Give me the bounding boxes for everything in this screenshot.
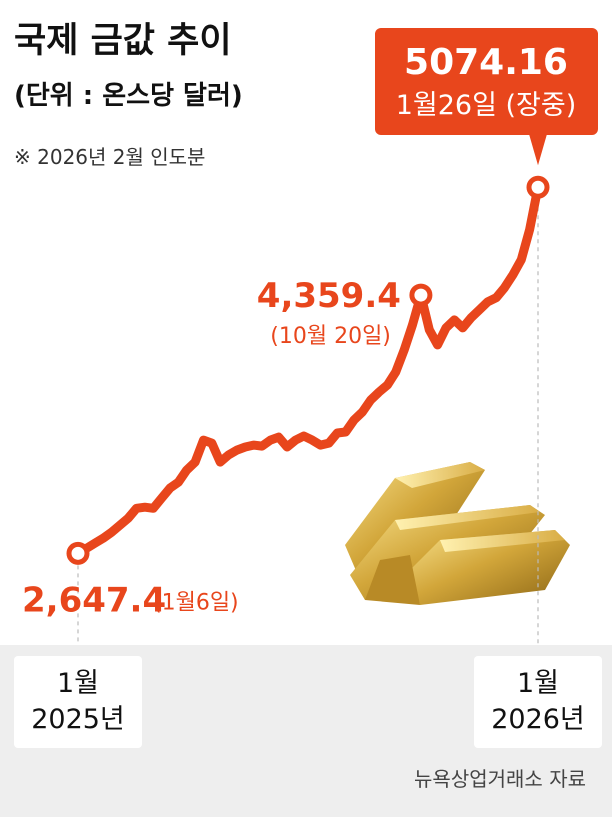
- value-label: 4,359.4: [257, 276, 401, 316]
- chart-title: 국제 금값 추이: [14, 21, 232, 61]
- point-marker: [66, 541, 90, 565]
- gold-bars: [345, 462, 570, 605]
- chart-note: ※ 2026년 2월 인도분: [14, 145, 205, 169]
- value-label: 5074.16: [404, 42, 568, 83]
- callout-pointer: [529, 134, 547, 166]
- value-label: 2,647.4: [22, 580, 166, 620]
- source: 뉴욕상업거래소 자료: [414, 767, 586, 791]
- price-line: [73, 182, 543, 558]
- x-tick-label: 1월 2025년: [14, 656, 142, 748]
- point-marker: [526, 175, 550, 199]
- x-tick-label: 1월 2026년: [474, 656, 602, 748]
- callout-box: [375, 28, 598, 135]
- chart-subtitle: (단위 : 온스당 달러): [14, 81, 243, 111]
- point-note: (10월 20일): [270, 324, 391, 349]
- point-note: 1월26일 (장중): [396, 90, 577, 121]
- point-marker: [409, 283, 433, 307]
- point-note: (1월6일): [153, 590, 239, 615]
